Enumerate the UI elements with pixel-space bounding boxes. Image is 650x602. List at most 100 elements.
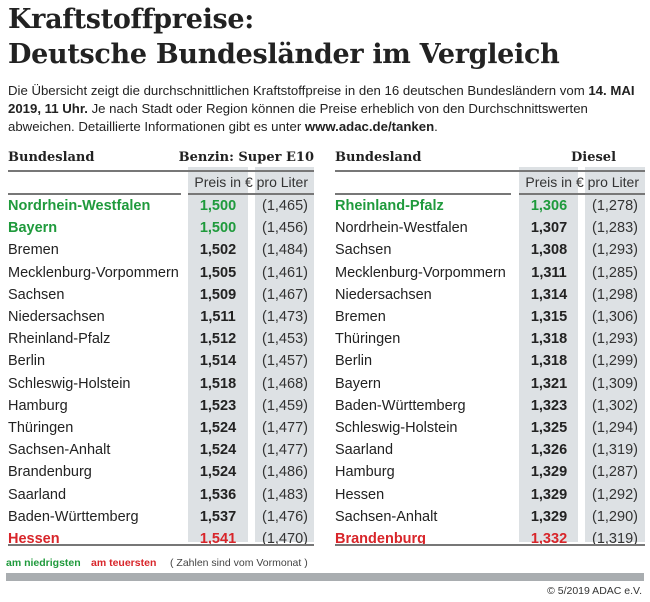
price-value: 1,321 bbox=[530, 375, 568, 392]
land-name: Nordrhein-Westfalen bbox=[8, 198, 151, 214]
land-name: Hessen bbox=[8, 531, 60, 547]
previous-month-value: (1,294) bbox=[592, 420, 638, 436]
table-row: Hamburg 1,329 (1,287) bbox=[335, 461, 645, 483]
land-name: Berlin bbox=[8, 353, 46, 370]
table-row: Bayern 1,500 (1,456) bbox=[8, 217, 314, 239]
table-row: Brandenburg 1,524 (1,486) bbox=[8, 461, 314, 483]
table-row: Mecklenburg-Vorpommern 1,505 (1,461) bbox=[8, 262, 314, 284]
previous-month-value: (1,457) bbox=[262, 353, 308, 370]
price-value: 1,502 bbox=[199, 242, 237, 259]
table-row: Hessen 1,541 (1,470) bbox=[8, 528, 314, 550]
previous-month-value: (1,283) bbox=[592, 220, 638, 237]
land-name: Bremen bbox=[8, 242, 59, 259]
land-name: Bayern bbox=[8, 220, 58, 237]
previous-month-value: (1,293) bbox=[592, 242, 638, 259]
price-value: 1,329 bbox=[530, 464, 568, 481]
land-name: Thüringen bbox=[335, 331, 401, 348]
previous-month-value: (1,484) bbox=[262, 242, 308, 259]
table-row: Brandenburg 1,332 (1,319) bbox=[335, 528, 645, 550]
price-value: 1,308 bbox=[530, 242, 568, 259]
price-column-shade bbox=[519, 167, 578, 542]
previous-month-value: (1,459) bbox=[262, 397, 308, 414]
land-name: Niedersachsen bbox=[8, 309, 105, 325]
price-value: 1,524 bbox=[199, 464, 237, 481]
price-value: 1,314 bbox=[530, 286, 568, 303]
price-value: 1,524 bbox=[199, 442, 237, 459]
intro-part: . bbox=[434, 119, 438, 134]
land-name: Mecklenburg-Vorpommern bbox=[8, 264, 179, 281]
table-row: Thüringen 1,524 (1,477) bbox=[8, 417, 314, 439]
previous-month-value: (1,453) bbox=[262, 331, 308, 348]
previous-month-value: (1,292) bbox=[592, 486, 638, 503]
diesel-table: Bundesland Diesel Preis in € pro Liter R… bbox=[335, 147, 645, 547]
previous-month-value: (1,486) bbox=[262, 464, 308, 481]
previous-month-value: (1,299) bbox=[592, 353, 638, 370]
price-value: 1,318 bbox=[530, 331, 568, 348]
price-value: 1,518 bbox=[199, 375, 237, 392]
previous-month-value: (1,298) bbox=[592, 286, 638, 303]
previous-month-value: (1,456) bbox=[262, 220, 308, 237]
price-value: 1,329 bbox=[530, 508, 568, 525]
price-value: 1,326 bbox=[530, 442, 568, 459]
price-value: 1,500 bbox=[199, 198, 237, 214]
footer-bar bbox=[6, 573, 644, 581]
benzin-table: Bundesland Benzin: Super E10 Preis in € … bbox=[8, 147, 314, 547]
table-row: Bayern 1,321 (1,309) bbox=[335, 373, 645, 395]
previous-month-value: (1,468) bbox=[262, 375, 308, 392]
previous-month-value: (1,470) bbox=[262, 531, 308, 547]
price-value: 1,315 bbox=[530, 309, 568, 325]
land-name: Sachsen-Anhalt bbox=[335, 508, 438, 525]
prev-column-shade bbox=[585, 167, 645, 542]
intro-link[interactable]: www.adac.de/tanken bbox=[304, 119, 435, 134]
table-row: Baden-Württemberg 1,323 (1,302) bbox=[335, 395, 645, 417]
divider bbox=[519, 193, 645, 195]
table-row: Schleswig-Holstein 1,518 (1,468) bbox=[8, 373, 314, 395]
table-row: Mecklenburg-Vorpommern 1,311 (1,285) bbox=[335, 262, 645, 284]
previous-month-value: (1,319) bbox=[592, 531, 638, 547]
table-row: Nordrhein-Westfalen 1,500 (1,465) bbox=[8, 195, 314, 217]
table-row: Thüringen 1,318 (1,293) bbox=[335, 328, 645, 350]
land-name: Sachsen-Anhalt bbox=[8, 442, 111, 459]
previous-month-value: (1,461) bbox=[262, 264, 308, 281]
land-name: Baden-Württemberg bbox=[335, 397, 466, 414]
table-row: Sachsen-Anhalt 1,524 (1,477) bbox=[8, 439, 314, 461]
land-name: Schleswig-Holstein bbox=[335, 420, 458, 436]
table-row: Rheinland-Pfalz 1,306 (1,278) bbox=[335, 195, 645, 217]
table-row: Bremen 1,315 (1,306) bbox=[335, 306, 645, 328]
land-name: Mecklenburg-Vorpommern bbox=[335, 264, 506, 281]
price-value: 1,514 bbox=[199, 353, 237, 370]
previous-month-value: (1,302) bbox=[592, 397, 638, 414]
land-name: Nordrhein-Westfalen bbox=[335, 220, 468, 237]
price-value: 1,311 bbox=[531, 264, 567, 281]
table-row: Hamburg 1,523 (1,459) bbox=[8, 395, 314, 417]
intro-part: Je nach Stadt oder Region können die Pre… bbox=[8, 101, 588, 134]
land-name: Thüringen bbox=[8, 420, 74, 436]
table-row: Schleswig-Holstein 1,325 (1,294) bbox=[335, 417, 645, 439]
title-line-1: Kraftstoffpreise: bbox=[8, 4, 254, 35]
price-value: 1,536 bbox=[199, 486, 237, 503]
previous-month-value: (1,473) bbox=[262, 309, 308, 325]
divider bbox=[8, 193, 181, 195]
copyright: © 5/2019 ADAC e.V. bbox=[547, 585, 642, 597]
land-name: Bayern bbox=[335, 375, 381, 392]
page-title: Kraftstoffpreise: Deutsche Bundesländer … bbox=[8, 2, 560, 72]
col-header-fuel: Benzin: Super E10 bbox=[178, 150, 314, 165]
previous-month-value: (1,476) bbox=[262, 508, 308, 525]
price-value: 1,541 bbox=[199, 531, 237, 547]
prev-column-shade bbox=[255, 167, 314, 542]
land-name: Rheinland-Pfalz bbox=[8, 331, 111, 348]
divider bbox=[8, 544, 314, 546]
land-name: Saarland bbox=[335, 442, 394, 459]
land-name: Hessen bbox=[335, 486, 385, 503]
table-row: Saarland 1,536 (1,483) bbox=[8, 484, 314, 506]
divider bbox=[335, 193, 511, 195]
divider bbox=[335, 170, 645, 172]
previous-month-value: (1,293) bbox=[592, 331, 638, 348]
previous-month-value: (1,309) bbox=[592, 375, 638, 392]
col-header-land: Bundesland bbox=[8, 150, 95, 165]
title-line-2: Deutsche Bundesländer im Vergleich bbox=[8, 39, 560, 70]
table-row: Saarland 1,326 (1,319) bbox=[335, 439, 645, 461]
table-row: Bremen 1,502 (1,484) bbox=[8, 239, 314, 261]
land-name: Sachsen bbox=[335, 242, 392, 259]
